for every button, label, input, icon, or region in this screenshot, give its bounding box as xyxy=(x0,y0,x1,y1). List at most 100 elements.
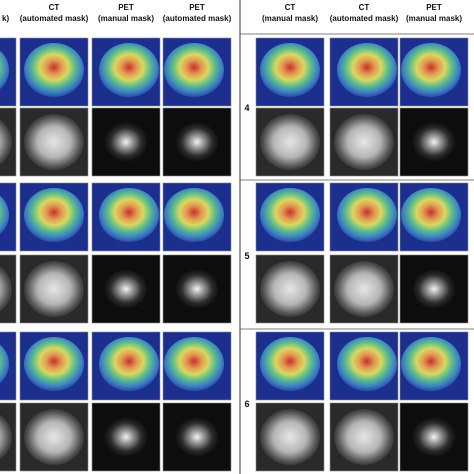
row-label: 5 xyxy=(244,251,249,261)
header: PET xyxy=(189,3,205,12)
heatmap-blob xyxy=(401,43,461,97)
heatmap-blob xyxy=(164,43,224,97)
ct-region xyxy=(24,114,84,170)
image-frame xyxy=(255,107,325,177)
heatmap-blob xyxy=(337,337,397,391)
heatmap-blob xyxy=(0,195,9,235)
image-frame xyxy=(91,254,161,324)
ct-region xyxy=(260,261,320,317)
heatmap-blob xyxy=(260,43,320,97)
row-label: 4 xyxy=(244,103,249,113)
heatmap-blob xyxy=(401,337,461,391)
header: PET xyxy=(118,3,134,12)
ct-region xyxy=(0,414,12,460)
row-label: 6 xyxy=(244,399,249,409)
pet-spot xyxy=(412,417,456,457)
ct-region xyxy=(260,114,320,170)
pet-spot xyxy=(412,122,456,162)
image-frame xyxy=(255,402,325,472)
heatmap-blob xyxy=(401,188,461,242)
image-frame xyxy=(91,37,161,107)
image-frame xyxy=(19,402,89,472)
ct-region xyxy=(0,119,12,165)
ct-region xyxy=(334,114,394,170)
image-frame xyxy=(162,182,232,252)
image-frame xyxy=(399,182,469,252)
image-frame xyxy=(0,331,17,401)
pet-spot xyxy=(412,269,456,309)
header: (manual mask) xyxy=(98,14,154,23)
image-frame xyxy=(329,182,399,252)
heatmap-blob xyxy=(99,337,159,391)
header: k) xyxy=(2,14,9,23)
header: CT xyxy=(285,3,296,12)
image-frame xyxy=(399,331,469,401)
image-frame xyxy=(0,107,17,177)
heatmap-blob xyxy=(260,337,320,391)
header: (automated mask) xyxy=(330,14,399,23)
pet-spot xyxy=(175,122,219,162)
image-frame xyxy=(162,254,232,324)
image-frame xyxy=(255,37,325,107)
image-frame xyxy=(0,402,17,472)
image-frame xyxy=(162,37,232,107)
image-frame xyxy=(91,107,161,177)
image-frame xyxy=(329,331,399,401)
image-frame xyxy=(399,254,469,324)
heatmap-blob xyxy=(99,188,159,242)
image-frame xyxy=(255,331,325,401)
image-frame xyxy=(399,402,469,472)
heatmap-blob xyxy=(0,50,9,90)
image-frame xyxy=(162,402,232,472)
header: (manual mask) xyxy=(406,14,462,23)
heatmap-blob xyxy=(337,188,397,242)
ct-region xyxy=(334,261,394,317)
heatmap-blob xyxy=(164,188,224,242)
image-frame xyxy=(162,331,232,401)
pet-spot xyxy=(175,269,219,309)
image-frame xyxy=(255,254,325,324)
pet-spot xyxy=(104,269,148,309)
header: CT xyxy=(359,3,370,12)
image-frame xyxy=(399,37,469,107)
heatmap-blob xyxy=(24,43,84,97)
header: CT xyxy=(49,3,60,12)
image-frame xyxy=(91,402,161,472)
image-frame xyxy=(19,331,89,401)
image-frame xyxy=(329,107,399,177)
image-frame xyxy=(19,37,89,107)
image-frame xyxy=(399,107,469,177)
heatmap-blob xyxy=(24,188,84,242)
heatmap-blob xyxy=(337,43,397,97)
ct-region xyxy=(334,409,394,465)
ct-region xyxy=(260,409,320,465)
heatmap-blob xyxy=(260,188,320,242)
heatmap-blob xyxy=(164,337,224,391)
pet-spot xyxy=(175,417,219,457)
image-frame xyxy=(91,182,161,252)
image-frame xyxy=(329,37,399,107)
heatmap-blob xyxy=(0,344,9,384)
heatmap-blob xyxy=(99,43,159,97)
image-frame xyxy=(19,107,89,177)
image-frame xyxy=(0,37,17,107)
image-frame xyxy=(162,107,232,177)
image-frame xyxy=(255,182,325,252)
image-frame xyxy=(329,254,399,324)
header: (manual mask) xyxy=(262,14,318,23)
image-frame xyxy=(19,182,89,252)
header: (automated mask) xyxy=(163,14,232,23)
image-frame xyxy=(91,331,161,401)
pet-spot xyxy=(104,122,148,162)
ct-region xyxy=(0,266,12,312)
header: PET xyxy=(426,3,442,12)
ct-region xyxy=(24,409,84,465)
header: (automated mask) xyxy=(20,14,89,23)
image-frame xyxy=(19,254,89,324)
ct-region xyxy=(24,261,84,317)
heatmap-blob xyxy=(24,337,84,391)
image-frame xyxy=(329,402,399,472)
pet-spot xyxy=(104,417,148,457)
